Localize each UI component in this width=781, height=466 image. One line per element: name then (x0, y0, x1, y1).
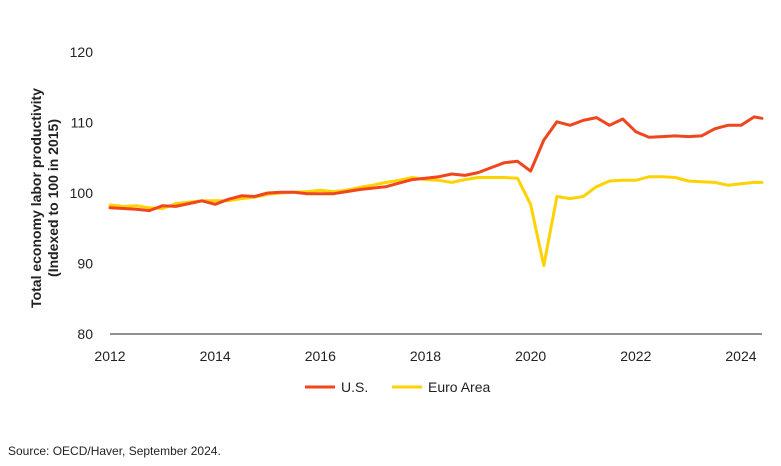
legend-label: Euro Area (428, 379, 490, 395)
series-lines (108, 115, 764, 268)
x-tick-label: 2024 (725, 348, 756, 364)
y-tick-labels: 80 90 100 110 120 (70, 44, 94, 342)
y-tick-label: 90 (77, 256, 93, 272)
y-tick-label: 80 (77, 326, 93, 342)
x-tick-label: 2022 (620, 348, 651, 364)
x-tick-labels: 2012 2014 2016 2018 2020 2022 2024 (94, 348, 756, 364)
y-tick-label: 120 (70, 44, 94, 60)
series-line-euro-area (108, 175, 764, 268)
x-tick-label: 2016 (305, 348, 336, 364)
y-tick-label: 110 (71, 115, 94, 131)
legend-label: U.S. (341, 379, 368, 395)
y-axis-label-line: Total economy labor productivity (28, 88, 44, 308)
y-axis-label: Total economy labor productivity (Indexed… (28, 88, 61, 308)
series-line-u-s (108, 115, 764, 213)
x-tick-label: 2018 (410, 348, 441, 364)
y-tick-label: 100 (70, 185, 94, 201)
y-axis-label-line: (Indexed to 100 in 2015) (45, 119, 61, 277)
x-tick-label: 2014 (200, 348, 231, 364)
source-note: Source: OECD/Haver, September 2024. (8, 444, 221, 458)
legend: U.S. Euro Area (305, 379, 490, 395)
x-tick-label: 2012 (94, 348, 125, 364)
x-tick-label: 2020 (515, 348, 546, 364)
